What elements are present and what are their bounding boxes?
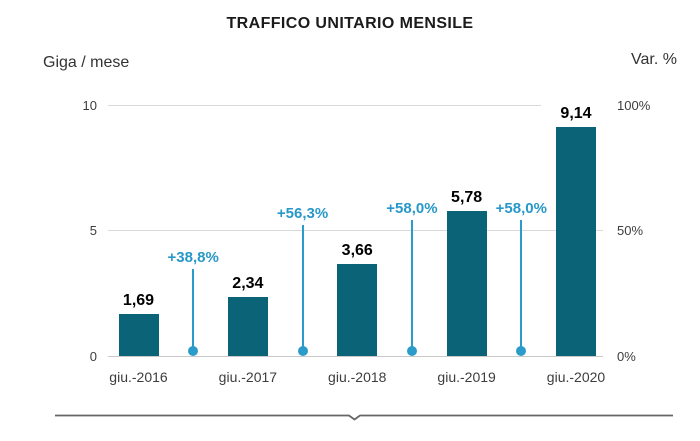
bar <box>446 210 487 356</box>
bar-value-label: 3,66 <box>322 242 393 260</box>
y-axis-tick-label: 0 <box>89 348 97 364</box>
x-axis-tick-label: giu.-2020 <box>546 369 606 385</box>
gridline <box>108 355 603 357</box>
growth-marker-line <box>520 220 523 351</box>
y-axis-tick-label: 10 <box>82 97 97 113</box>
y2-axis-tick-label: 50% <box>617 223 644 238</box>
growth-marker-dot <box>297 346 308 356</box>
y2-axis-tick-label: 0% <box>617 348 636 364</box>
bar <box>227 297 268 356</box>
x-axis-tick-label: giu.-2017 <box>218 369 278 385</box>
growth-marker-line <box>301 224 304 351</box>
y-axis-tick-label: 5 <box>89 223 97 238</box>
divider-notch-line <box>55 414 673 421</box>
x-axis-tick-label: giu.-2018 <box>328 369 387 385</box>
bar-value-label: 5,78 <box>431 188 502 206</box>
x-axis-tick-label: giu.-2019 <box>437 369 496 385</box>
bar <box>556 126 596 356</box>
bar <box>118 313 159 356</box>
growth-marker-label: +58,0% <box>495 200 547 218</box>
growth-marker-line <box>192 268 195 351</box>
x-axis-tick-label: giu.-2016 <box>109 369 168 385</box>
gridline <box>108 104 603 106</box>
bar-value-label: 9,14 <box>541 104 611 122</box>
growth-marker-label: +58,0% <box>386 200 438 218</box>
bar-value-label: 2,34 <box>212 275 283 293</box>
right-axis-title: Var. % <box>631 51 677 68</box>
growth-marker-label: +56,3% <box>276 204 329 222</box>
bar-value-label: 1,69 <box>103 291 174 309</box>
bar <box>337 264 378 356</box>
growth-marker-label: +38,8% <box>167 248 219 266</box>
gridline <box>108 230 603 231</box>
chart-title: TRAFFICO UNITARIO MENSILE <box>226 15 474 32</box>
growth-marker-dot <box>516 346 527 356</box>
left-axis-title: Giga / mese <box>43 54 130 71</box>
y2-axis-tick-label: 100% <box>617 97 651 113</box>
growth-marker-dot <box>406 346 417 356</box>
growth-marker-dot <box>188 346 199 356</box>
growth-marker-line <box>410 220 413 351</box>
